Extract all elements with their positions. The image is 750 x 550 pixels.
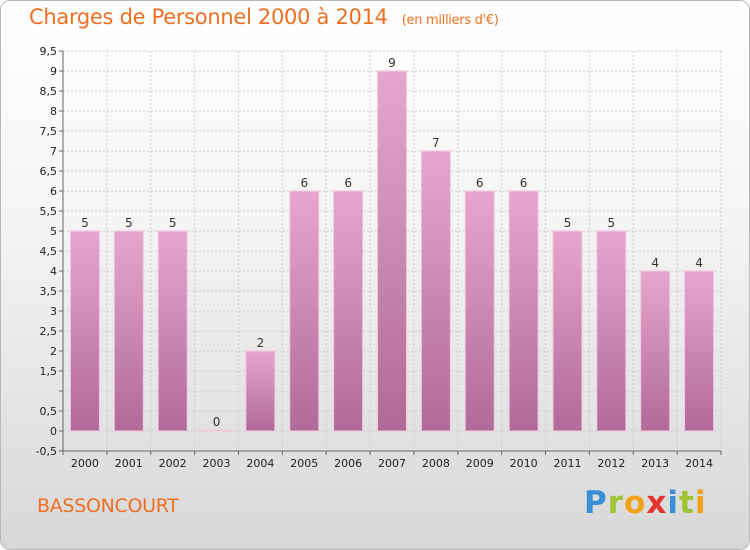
y-tick-labels: -0,5 0 0,5 1,5 2 2,5 3 3,5 4 4,5 5 5,5 6 6,5 7 7,5 8 8,5 9… bbox=[36, 45, 57, 458]
data-label: 5 bbox=[125, 216, 133, 230]
axes bbox=[59, 50, 722, 455]
bar bbox=[508, 190, 539, 432]
y-tick-label: 7 bbox=[50, 145, 57, 158]
bar bbox=[157, 230, 188, 432]
bar bbox=[289, 190, 320, 432]
bar bbox=[377, 70, 407, 432]
data-label: 6 bbox=[476, 176, 484, 190]
logo-letter: t bbox=[678, 485, 695, 521]
y-tick-label: 7,5 bbox=[40, 125, 58, 138]
data-label: 5 bbox=[608, 216, 616, 230]
y-tick-label: 3 bbox=[50, 305, 57, 318]
data-label: 2 bbox=[257, 336, 265, 350]
bar bbox=[113, 230, 144, 432]
bar bbox=[552, 230, 583, 432]
y-tick-label: 5 bbox=[50, 225, 57, 238]
data-label: 5 bbox=[81, 216, 89, 230]
x-tick-label: 2000 bbox=[71, 457, 99, 470]
y-tick-label: 8 bbox=[50, 105, 57, 118]
y-tick-label: 5,5 bbox=[40, 205, 58, 218]
bar bbox=[333, 190, 364, 432]
y-tick-label: 0,5 bbox=[40, 405, 58, 418]
y-tick-label: 4,5 bbox=[40, 245, 58, 258]
data-label: 6 bbox=[344, 176, 352, 190]
commune-name: BASSONCOURT bbox=[37, 495, 179, 517]
x-tick-labels: 2000 2001 2002 2003 2004 2005 2006 2007 2008 2009… bbox=[71, 457, 713, 470]
chart-unit: (en milliers d'€) bbox=[401, 13, 499, 28]
x-tick-label: 2012 bbox=[597, 457, 625, 470]
logo-letter: x bbox=[646, 485, 668, 521]
logo-letter: o bbox=[624, 485, 647, 521]
data-label: 4 bbox=[695, 256, 703, 270]
data-label: 6 bbox=[300, 176, 308, 190]
x-tick-label: 2014 bbox=[685, 457, 713, 470]
chart-title-text: Charges de Personnel 2000 à 2014 bbox=[29, 5, 388, 29]
data-label: 7 bbox=[432, 136, 440, 150]
x-tick-label: 2004 bbox=[246, 457, 274, 470]
y-tick-label: 4 bbox=[50, 265, 57, 278]
y-tick-label: 6,5 bbox=[40, 165, 58, 178]
bar bbox=[69, 230, 100, 432]
x-tick-label: 2002 bbox=[159, 457, 187, 470]
bar bbox=[684, 270, 715, 432]
bar bbox=[201, 429, 232, 432]
data-label: 0 bbox=[213, 415, 221, 429]
x-tick-label: 2001 bbox=[115, 457, 143, 470]
x-tick-label: 2009 bbox=[466, 457, 494, 470]
y-tick-label: 2 bbox=[50, 345, 57, 358]
x-tick-label: 2010 bbox=[510, 457, 538, 470]
y-tick-label: -0,5 bbox=[36, 445, 57, 458]
y-tick-label: 3,5 bbox=[40, 285, 58, 298]
x-tick-label: 2008 bbox=[422, 457, 450, 470]
x-tick-label: 2006 bbox=[334, 457, 362, 470]
y-tick-label: 6 bbox=[50, 185, 57, 198]
proxiti-logo: Proxiti bbox=[584, 485, 706, 521]
bar bbox=[420, 150, 451, 432]
y-tick-label: 1,5 bbox=[40, 365, 58, 378]
bar bbox=[245, 350, 276, 432]
logo-letter: P bbox=[584, 485, 608, 521]
data-label: 4 bbox=[651, 256, 659, 270]
x-tick-label: 2007 bbox=[378, 457, 406, 470]
chart-title: Charges de Personnel 2000 à 2014 (en mill… bbox=[29, 5, 499, 29]
x-tick-label: 2011 bbox=[553, 457, 581, 470]
logo-letter: r bbox=[607, 485, 625, 521]
bar bbox=[464, 190, 495, 432]
data-label: 5 bbox=[564, 216, 572, 230]
bar bbox=[596, 230, 627, 432]
x-tick-label: 2005 bbox=[290, 457, 318, 470]
y-tick-label: 9 bbox=[50, 65, 57, 78]
bar bbox=[640, 270, 671, 432]
logo-letter: i bbox=[694, 485, 707, 521]
data-label: 6 bbox=[520, 176, 528, 190]
data-label: 5 bbox=[169, 216, 177, 230]
data-label: 9 bbox=[388, 56, 396, 70]
y-tick-label: 9,5 bbox=[40, 45, 58, 58]
y-tick-label: 2,5 bbox=[40, 325, 58, 338]
y-tick-label: 8,5 bbox=[40, 85, 58, 98]
y-tick-label: 0 bbox=[50, 425, 57, 438]
x-tick-label: 2003 bbox=[203, 457, 231, 470]
bars bbox=[69, 70, 715, 432]
logo-letter: i bbox=[667, 485, 679, 521]
x-tick-label: 2013 bbox=[641, 457, 669, 470]
data-labels: 5 5 5 0 2 6 6 9 7 6 6 5 5 4 4 bbox=[81, 56, 703, 429]
